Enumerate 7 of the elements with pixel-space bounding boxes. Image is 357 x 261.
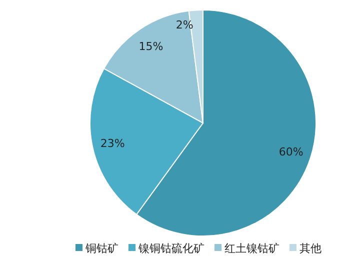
legend-label: 镍铜钴硫化矿 bbox=[138, 242, 204, 255]
data-label: 60% bbox=[278, 145, 304, 158]
data-label: 15% bbox=[138, 40, 164, 54]
data-label: 23% bbox=[100, 137, 125, 150]
legend-label: 铜钴矿 bbox=[84, 242, 118, 255]
legend-label: 红土镍钴矿 bbox=[224, 242, 280, 255]
legend-label: 其他 bbox=[300, 242, 322, 255]
